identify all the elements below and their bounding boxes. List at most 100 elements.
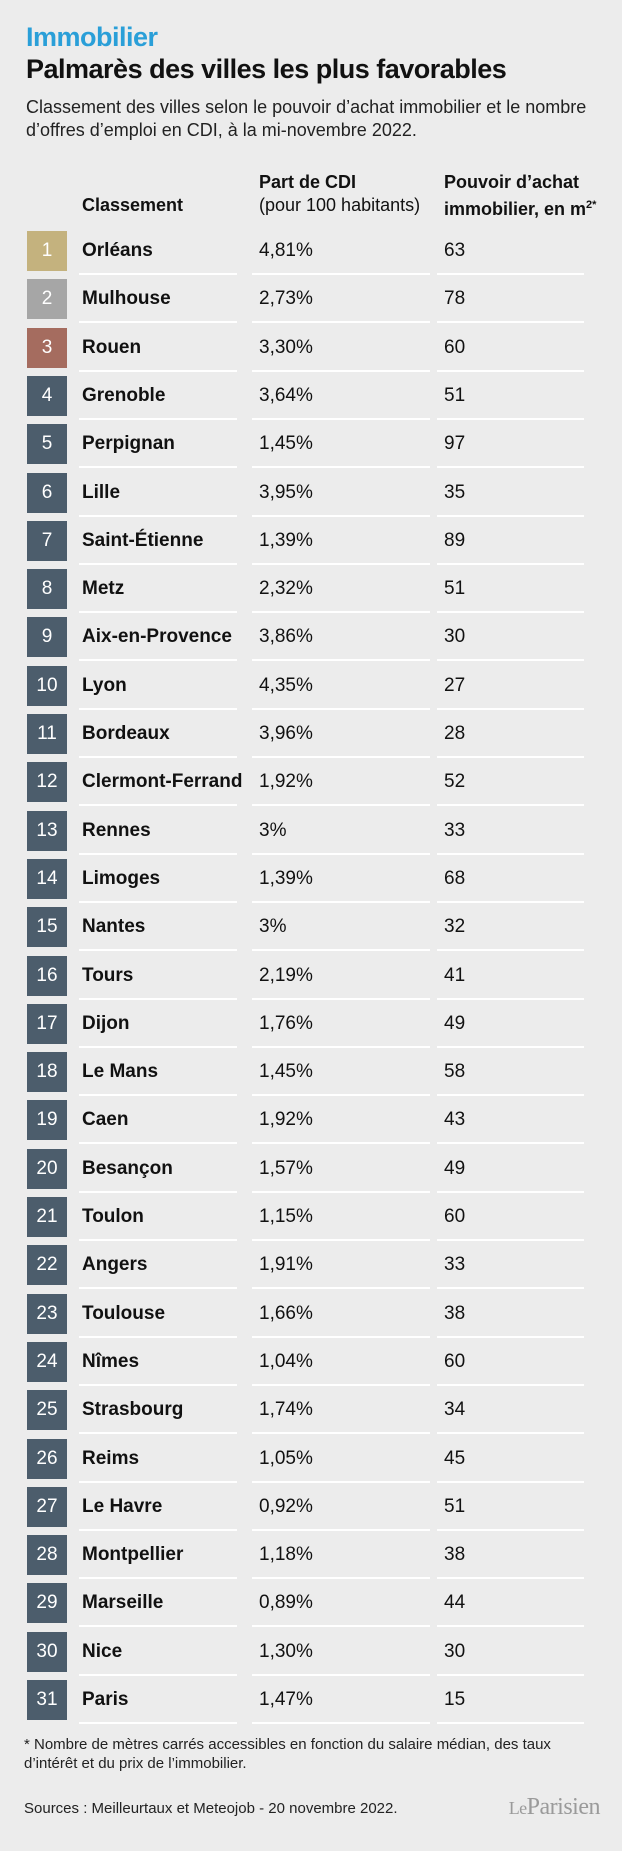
purchasing-power: 58 [444,1061,466,1083]
row-divider [79,1722,237,1724]
rank-badge: 22 [27,1245,67,1286]
purchasing-power: 34 [444,1399,466,1421]
row-divider [79,852,237,855]
city-name: Nîmes [82,1350,140,1372]
city-name: Orléans [82,240,153,261]
rank-badge: 9 [27,617,67,658]
city-name: Lille [82,481,121,503]
city-name: Grenoble [82,384,166,406]
row-divider [437,949,584,952]
row-divider [79,321,237,324]
purchasing-power: 78 [444,288,466,310]
cdi-share: 2,73% [259,288,313,310]
city-name: Mulhouse [82,288,171,310]
city-name: Nice [82,1640,123,1662]
purchasing-power: 49 [444,1012,466,1034]
row-divider [437,369,584,372]
row-divider [252,1577,430,1580]
table-row: 8 Metz 2,32% 51 [0,565,622,614]
row-divider [79,1287,237,1290]
rank-badge: 2 [27,279,67,320]
row-divider [79,1577,237,1580]
cdi-share: 4,35% [259,674,313,696]
table-row: 27 Le Havre 0,92% 51 [0,1483,622,1531]
row-divider [252,562,430,565]
rank-badge: 3 [27,327,67,368]
rank-badge: 29 [27,1583,67,1624]
row-divider [252,1190,430,1193]
subtitle: Classement des villes selon le pouvoir d… [26,97,587,140]
cdi-share: 1,74% [259,1399,313,1421]
row-divider [79,514,237,517]
sources: Sources : Meilleurtaux et Meteojob - 20 … [24,1800,398,1817]
table-row: 9 Aix-en-Provence 3,86% 30 [0,613,622,662]
row-divider [252,659,430,662]
row-divider [437,611,584,614]
row-divider [437,273,584,275]
city-name: Rennes [82,819,151,841]
row-divider [79,417,237,420]
row-divider [252,1673,430,1676]
table-row: 23 Toulouse 1,66% 38 [0,1290,622,1338]
table-row: 4 Grenoble 3,64% 51 [0,372,622,420]
row-divider [79,1383,237,1386]
cdi-share: 1,45% [259,433,313,455]
row-divider [79,1480,237,1483]
table-row: 2 Mulhouse 2,73% 78 [0,275,622,324]
city-name: Clermont-Ferrand [82,771,243,793]
table-row: 29 Marseille 0,89% 44 [0,1579,622,1628]
row-divider [252,1383,430,1386]
row-divider [252,997,430,1000]
row-divider [79,1625,237,1628]
row-divider [252,707,430,710]
city-name: Toulon [82,1206,144,1227]
rank-badge: 20 [27,1148,67,1189]
table-row: 16 Tours 2,19% 41 [0,952,622,1000]
rank-badge: 18 [27,1052,67,1093]
purchasing-power: 89 [444,529,466,551]
cdi-share: 1,66% [259,1302,313,1324]
table-row: 11 Bordeaux 3,96% 28 [0,710,622,758]
row-divider [79,1673,237,1676]
table-row: 24 Nîmes 1,04% 60 [0,1338,622,1386]
purchasing-power: 38 [444,1302,466,1324]
table-row: 6 Lille 3,95% 35 [0,469,622,517]
table-row: 14 Limoges 1,39% 68 [0,855,622,903]
row-divider [437,1335,584,1338]
row-divider [437,756,584,758]
rank-badge: 15 [27,907,67,948]
row-divider [79,997,237,1000]
cdi-share: 3% [259,916,287,938]
cdi-share: 1,91% [259,1254,313,1276]
rank-badge: 16 [27,955,67,996]
rank-badge: 8 [27,569,67,610]
rank-badge: 17 [27,1003,67,1044]
row-divider [252,804,430,807]
rank-badge: 30 [27,1631,67,1672]
purchasing-power: 38 [444,1544,466,1566]
cdi-share: 1,47% [259,1689,313,1710]
row-divider [79,1190,237,1193]
column-header-rank: Classement [82,195,184,215]
city-name: Marseille [82,1592,164,1614]
row-divider [79,466,237,469]
purchasing-power: 33 [444,819,466,841]
row-divider [437,1625,584,1628]
row-divider [437,1239,584,1241]
purchasing-power: 43 [444,1109,466,1131]
column-header-power: Pouvoir d’achat immobilier, en m2* [444,172,597,219]
city-name: Dijon [82,1012,130,1034]
row-divider [252,1287,430,1290]
purchasing-power: 44 [444,1592,466,1614]
cdi-share: 3,64% [259,384,313,406]
table-row: 10 Lyon 4,35% 27 [0,662,622,710]
cdi-share: 3,86% [259,626,313,648]
cdi-share: 4,81% [259,240,313,261]
cdi-share: 0,89% [259,1592,313,1614]
city-name: Saint-Étienne [82,529,204,551]
row-divider [437,1722,584,1724]
cdi-share: 1,05% [259,1447,313,1469]
city-name: Limoges [82,867,161,889]
row-divider [437,1673,584,1676]
row-divider [252,466,430,469]
